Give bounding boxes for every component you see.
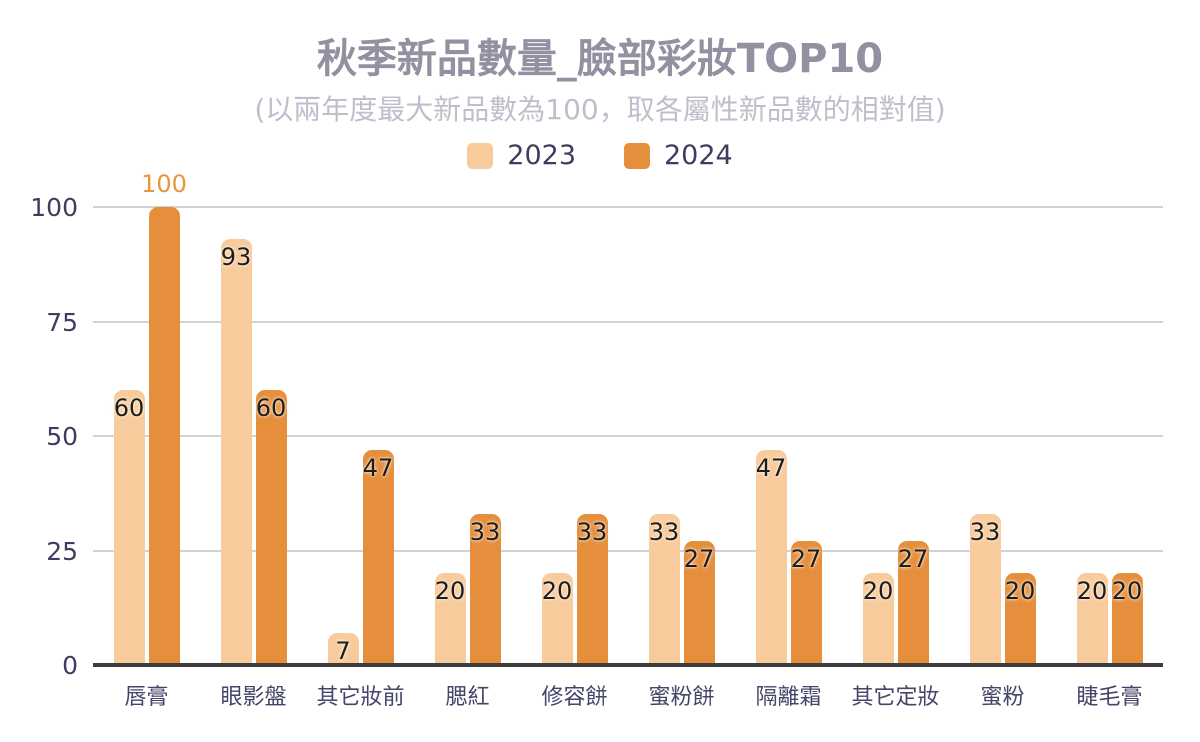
bar-group-4: 20 33 腮紅 <box>414 207 521 710</box>
value-label: 60 <box>113 394 145 423</box>
legend-swatch-2023 <box>467 142 494 169</box>
bar-group-1: 60 100 唇膏 <box>93 170 200 710</box>
category-label: 眼影盤 <box>220 685 287 710</box>
bar-2024-4[interactable]: 33 <box>469 513 501 665</box>
value-label: 33 <box>469 517 501 546</box>
gridline-75 <box>93 320 1163 323</box>
bar-2023-2[interactable]: 93 <box>220 239 252 665</box>
value-label: 47 <box>755 453 787 482</box>
bar-2024-5[interactable]: 33 <box>576 513 608 665</box>
bar-2024-2[interactable]: 60 <box>255 390 287 665</box>
y-tick-label-100: 100 <box>30 193 78 222</box>
value-label: 100 <box>141 170 187 198</box>
chart-subtitle: (以兩年度最大新品數為100，取各屬性新品數的相對值) <box>254 93 946 126</box>
value-label: 20 <box>1111 577 1143 606</box>
chart-title: 秋季新品數量_臉部彩妝TOP10 <box>316 36 884 82</box>
bar-2023-10[interactable]: 20 <box>1076 573 1108 665</box>
bar-2024-1[interactable]: 100 <box>141 170 187 665</box>
value-label: 20 <box>541 577 573 606</box>
y-tick-label-75: 75 <box>46 307 78 337</box>
y-tick-label-50: 50 <box>46 422 78 451</box>
category-label: 腮紅 <box>445 685 490 710</box>
bar-group-10: 20 20 睫毛膏 <box>1056 207 1163 710</box>
bar-2023-3[interactable]: 7 <box>327 632 359 665</box>
bar-2024-7[interactable]: 27 <box>790 541 822 665</box>
legend-label: 2023 <box>507 140 576 171</box>
value-label: 7 <box>335 636 351 665</box>
value-label: 60 <box>255 394 287 423</box>
legend-label: 2024 <box>664 140 733 171</box>
bar-2023-4[interactable]: 20 <box>434 573 466 665</box>
category-label: 修容餅 <box>541 685 608 710</box>
bar-2024-10[interactable]: 20 <box>1111 573 1143 665</box>
bar-2024-6[interactable]: 27 <box>683 541 715 665</box>
category-label: 其它定妝 <box>851 685 940 710</box>
bar-2024-3[interactable]: 47 <box>362 449 394 665</box>
gridline-25 <box>93 549 1163 552</box>
value-label: 20 <box>862 577 894 606</box>
bar-group-7: 47 27 隔離霜 <box>735 207 842 710</box>
value-label: 27 <box>790 545 822 574</box>
value-label: 20 <box>1004 577 1036 606</box>
bar-2023-7[interactable]: 47 <box>755 449 787 665</box>
value-label: 47 <box>362 453 394 482</box>
bar-group-5: 20 33 修容餅 <box>521 207 628 710</box>
bar-groups: 60 100 唇膏 93 60 眼影盤 7 47 其它妝前 20 33 腮紅 20 33 修容餅 33 27 蜜粉… <box>93 170 1163 710</box>
bar-2024-9[interactable]: 20 <box>1004 573 1036 665</box>
legend-item-2023[interactable]: 2023 <box>467 140 576 171</box>
value-label: 27 <box>897 545 929 574</box>
bar-2023-5[interactable]: 20 <box>541 573 573 665</box>
bar-group-2: 93 60 眼影盤 <box>200 207 307 710</box>
value-label: 27 <box>683 545 715 574</box>
legend: 2023 2024 <box>0 140 1200 171</box>
legend-item-2024[interactable]: 2024 <box>624 140 733 171</box>
category-label: 唇膏 <box>124 685 169 710</box>
x-axis-line <box>93 663 1163 667</box>
bar-group-6: 33 27 蜜粉餅 <box>628 207 735 710</box>
bar-2024-8[interactable]: 27 <box>897 541 929 665</box>
bar-group-8: 20 27 其它定妝 <box>842 207 949 710</box>
category-label: 隔離霜 <box>755 685 822 710</box>
bar-2023-1[interactable]: 60 <box>113 390 145 665</box>
value-label: 93 <box>220 243 252 272</box>
value-label: 20 <box>434 577 466 606</box>
y-tick-label-0: 0 <box>62 651 78 680</box>
category-label: 蜜粉 <box>980 685 1025 710</box>
category-label: 睫毛膏 <box>1076 685 1143 710</box>
bar-2023-9[interactable]: 33 <box>969 513 1001 665</box>
gridline-100 <box>93 206 1163 208</box>
y-tick-label-25: 25 <box>46 536 78 566</box>
bar-2023-8[interactable]: 20 <box>862 573 894 665</box>
bar-group-3: 7 47 其它妝前 <box>307 207 414 710</box>
legend-swatch-2024 <box>624 142 650 169</box>
category-label: 其它妝前 <box>316 685 405 710</box>
bar-2023-6[interactable]: 33 <box>648 513 680 665</box>
category-label: 蜜粉餅 <box>648 685 715 710</box>
value-label: 33 <box>969 517 1001 546</box>
plot-area: 0 25 50 75 100 60 100 唇膏 93 60 眼影盤 7 47 其它妝前 20 33 腮紅 20 3… <box>30 170 1163 710</box>
value-label: 33 <box>648 517 680 546</box>
value-label: 20 <box>1076 577 1108 606</box>
bar-group-9: 33 20 蜜粉 <box>949 207 1056 710</box>
gridline-50 <box>93 435 1163 437</box>
value-label: 33 <box>576 517 608 546</box>
